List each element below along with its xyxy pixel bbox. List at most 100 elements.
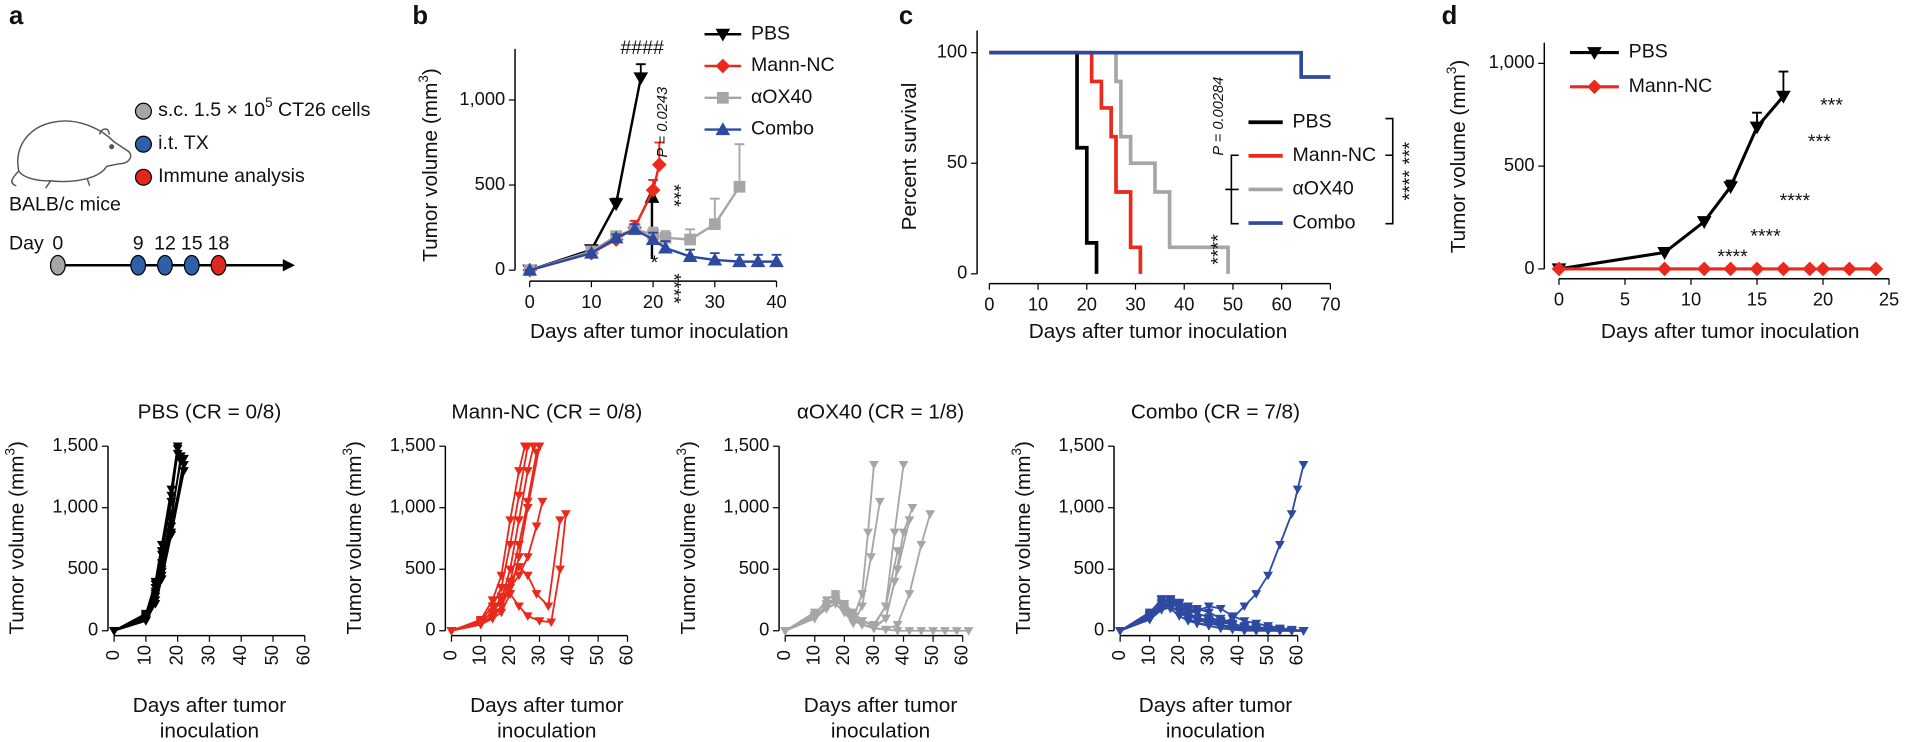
chart-title: Combo (CR = 7/8) bbox=[1131, 401, 1300, 424]
marker bbox=[1239, 602, 1250, 612]
x-tick-label: 10 bbox=[1138, 645, 1159, 665]
y-tick-label: 0 bbox=[425, 619, 435, 640]
x-axis-title: inoculation bbox=[831, 720, 930, 742]
y-tick-label: 500 bbox=[68, 557, 99, 578]
marker bbox=[1274, 540, 1285, 550]
marker bbox=[1868, 261, 1884, 277]
marker bbox=[514, 467, 524, 476]
y-tick-label: 1,000 bbox=[390, 496, 436, 517]
x-tick-label: 50 bbox=[1256, 645, 1277, 665]
marker bbox=[892, 547, 903, 556]
legend-label: Combo bbox=[751, 118, 814, 140]
marker bbox=[505, 516, 516, 525]
timeline-label: Day bbox=[9, 233, 44, 255]
text-part: 3 bbox=[340, 448, 355, 455]
day-label: 0 bbox=[52, 233, 63, 255]
x-tick-label: 0 bbox=[773, 650, 794, 660]
legend-label: Mann-NC bbox=[751, 54, 835, 76]
day-dot bbox=[210, 254, 227, 276]
marker bbox=[531, 522, 542, 532]
marker bbox=[505, 540, 516, 550]
x-tick-label: 40 bbox=[1174, 293, 1194, 314]
marker bbox=[1183, 612, 1194, 621]
y-tick-label: 1,000 bbox=[459, 88, 505, 109]
x-tick-label: 60 bbox=[951, 645, 972, 665]
marker bbox=[156, 540, 167, 550]
text-part: Tumor volume (mm bbox=[6, 455, 29, 634]
marker bbox=[608, 230, 624, 244]
annotation: **** bbox=[1780, 190, 1811, 212]
marker bbox=[1286, 627, 1297, 636]
x-tick-label: 20 bbox=[643, 291, 663, 312]
marker bbox=[156, 575, 167, 584]
marker bbox=[584, 245, 599, 259]
panel-label: c bbox=[899, 2, 913, 30]
y-axis-title: Tumor volume (mm3) bbox=[674, 441, 700, 635]
marker bbox=[487, 596, 498, 605]
legend-dot bbox=[134, 168, 152, 186]
text-part: Tumor volume (mm bbox=[419, 83, 442, 262]
x-axis-title: Days after tumor inoculation bbox=[1601, 320, 1860, 343]
y-tick-label: 0 bbox=[1094, 619, 1104, 640]
x-tick-label: 30 bbox=[1125, 293, 1145, 314]
annotation: *** bbox=[663, 184, 685, 207]
x-tick-label: 0 bbox=[439, 650, 460, 660]
text-part: CT26 cells bbox=[273, 99, 371, 121]
marker bbox=[821, 602, 832, 612]
series-line bbox=[1119, 602, 1304, 632]
marker bbox=[928, 627, 938, 636]
marker bbox=[534, 442, 545, 452]
marker bbox=[172, 442, 183, 452]
marker bbox=[1156, 602, 1167, 612]
marker bbox=[658, 240, 673, 254]
marker bbox=[1657, 261, 1672, 277]
y-axis-title: Tumor volume (mm3) bbox=[416, 68, 442, 262]
x-axis-title: inoculation bbox=[160, 720, 259, 742]
x-tick-label: 20 bbox=[1077, 293, 1097, 314]
marker bbox=[546, 618, 557, 628]
marker bbox=[707, 252, 723, 266]
marker bbox=[514, 491, 524, 501]
day-label: 18 bbox=[208, 233, 230, 255]
marker bbox=[839, 608, 850, 618]
marker bbox=[1215, 619, 1226, 629]
x-tick-label: 30 bbox=[705, 291, 725, 312]
marker bbox=[496, 571, 507, 581]
text-part: Tumor volume (mm bbox=[344, 455, 367, 634]
legend-text: Immune analysis bbox=[158, 165, 305, 187]
annotation: **** *** bbox=[1399, 141, 1421, 200]
marker bbox=[1203, 602, 1214, 612]
y-tick-label: 100 bbox=[937, 41, 968, 62]
marker bbox=[907, 504, 918, 513]
marker bbox=[172, 449, 183, 459]
annotation: **** bbox=[663, 273, 685, 304]
marker bbox=[880, 602, 891, 612]
marker bbox=[1815, 261, 1831, 277]
marker bbox=[869, 622, 879, 631]
marker bbox=[1842, 261, 1857, 277]
marker bbox=[166, 531, 177, 540]
panel-label: b bbox=[412, 2, 428, 30]
x-tick-label: 40 bbox=[766, 291, 786, 312]
marker bbox=[496, 592, 507, 602]
y-tick-label: 1,500 bbox=[1058, 434, 1104, 455]
marker bbox=[561, 510, 571, 519]
x-tick-label: 40 bbox=[229, 645, 250, 665]
marker bbox=[869, 460, 879, 470]
marker bbox=[1192, 609, 1202, 619]
series-line bbox=[113, 455, 182, 632]
marker bbox=[1696, 261, 1712, 277]
marker bbox=[514, 563, 524, 572]
x-axis-title: inoculation bbox=[1166, 720, 1265, 742]
text-part: s.c. 1.5 × 10 bbox=[158, 99, 265, 121]
marker bbox=[1183, 606, 1194, 615]
marker bbox=[821, 596, 832, 605]
x-tick-label: 20 bbox=[1167, 645, 1188, 665]
marker bbox=[1183, 617, 1194, 626]
series-line bbox=[529, 77, 642, 272]
marker bbox=[140, 609, 151, 619]
marker bbox=[857, 602, 867, 612]
x-tick-label: 5 bbox=[1620, 289, 1630, 310]
marker bbox=[514, 602, 524, 612]
annotation: #### bbox=[620, 37, 664, 59]
